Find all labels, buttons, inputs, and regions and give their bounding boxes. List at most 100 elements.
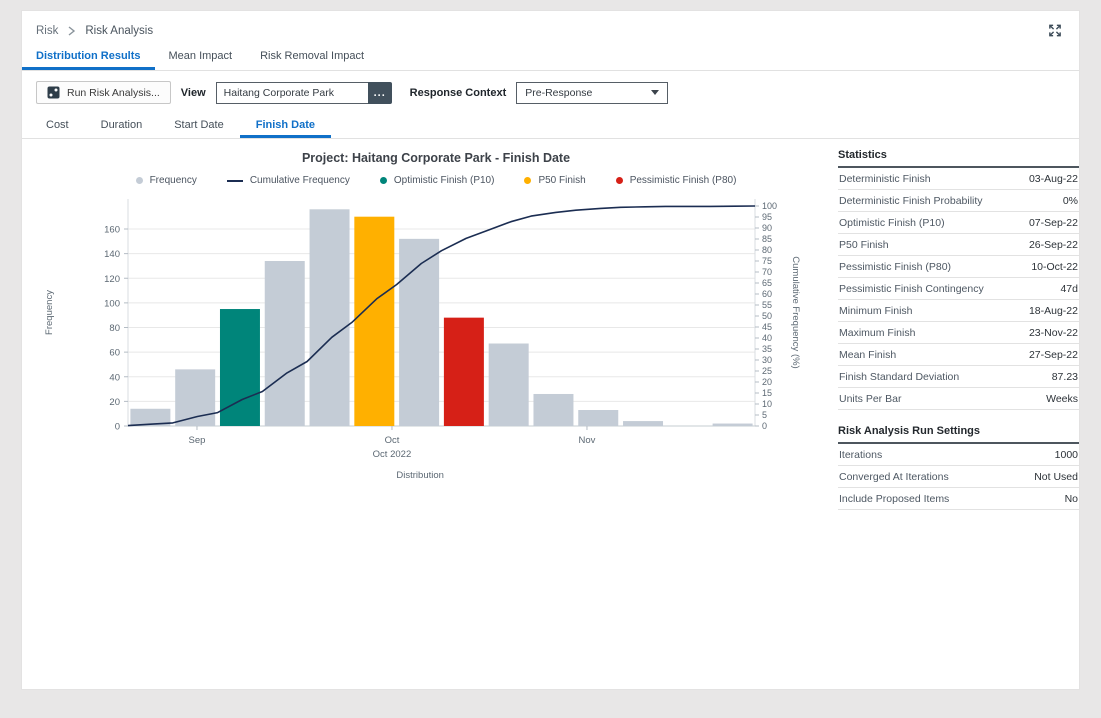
- tab-mean-impact[interactable]: Mean Impact: [168, 50, 233, 62]
- legend-label: Frequency: [149, 175, 197, 186]
- svg-text:Frequency: Frequency: [44, 290, 55, 335]
- stat-value: 10-Oct-22: [1031, 260, 1078, 273]
- stat-value: 03-Aug-22: [1028, 172, 1078, 185]
- svg-text:95: 95: [762, 212, 772, 222]
- legend-label: Pessimistic Finish (P80): [629, 175, 737, 186]
- setting-row-iterations: Iterations 1000: [838, 444, 1079, 466]
- subtab-start-date[interactable]: Start Date: [174, 119, 224, 131]
- tab-distribution-results[interactable]: Distribution Results: [22, 44, 155, 70]
- legend-item-cumulative-frequency: Cumulative Frequency: [226, 175, 350, 186]
- histogram-bar-0: [130, 408, 171, 426]
- stat-label: Pessimistic Finish (P80): [839, 260, 952, 273]
- stat-value: 47d: [1060, 282, 1078, 295]
- tab-risk-removal-impact[interactable]: Risk Removal Impact: [260, 50, 365, 62]
- svg-text:85: 85: [762, 234, 772, 244]
- legend-dot-marker: [615, 177, 623, 184]
- svg-text:30: 30: [762, 355, 772, 365]
- view-input[interactable]: [215, 81, 368, 104]
- legend-dot-marker: [135, 177, 143, 184]
- chart-area: Project: Haitang Corporate Park - Finish…: [40, 149, 832, 510]
- distribution-histogram-chart: 0204060801001201401600510152025303540455…: [44, 199, 801, 481]
- svg-text:75: 75: [762, 256, 772, 266]
- view-browse-button[interactable]: ...: [367, 81, 392, 104]
- toolbar: Run Risk Analysis... View ... Response C…: [22, 71, 1079, 110]
- run-analysis-icon: [47, 86, 60, 99]
- breadcrumb-risk-analysis: Risk Analysis: [85, 24, 154, 37]
- svg-text:65: 65: [762, 278, 772, 288]
- stat-label: Mean Finish: [839, 348, 897, 361]
- stat-label: Include Proposed Items: [839, 492, 950, 505]
- stat-value: Not Used: [1034, 470, 1078, 483]
- stat-row-units-per-bar: Units Per Bar Weeks: [838, 388, 1079, 410]
- app-window: Risk Risk Analysis Distribution Results M…: [21, 10, 1080, 690]
- stat-row-mean-finish: Mean Finish 27-Sep-22: [838, 344, 1079, 366]
- histogram-bar-7: [443, 317, 484, 426]
- stat-value: 27-Sep-22: [1028, 348, 1078, 361]
- svg-text:90: 90: [762, 223, 772, 233]
- svg-text:40: 40: [762, 333, 772, 343]
- svg-text:100: 100: [104, 298, 120, 309]
- stat-row-optimistic-finish-p10: Optimistic Finish (P10) 07-Sep-22: [838, 212, 1079, 234]
- response-context-select[interactable]: Pre-Response: [516, 81, 669, 104]
- run-settings-table: Iterations 1000 Converged At Iterations Not…: [838, 444, 1079, 510]
- stat-value: 23-Nov-22: [1028, 326, 1078, 339]
- stat-row-pessimistic-finish-contingency: Pessimistic Finish Contingency 47d: [838, 278, 1079, 300]
- cumulative-frequency-line: [127, 205, 756, 427]
- svg-text:140: 140: [104, 249, 120, 260]
- main-tabs: Distribution Results Mean Impact Risk Remo…: [22, 44, 1079, 71]
- legend-item-optimistic-finish-p10: Optimistic Finish (P10): [379, 175, 495, 186]
- svg-text:Cumulative Frequency (%): Cumulative Frequency (%): [790, 256, 801, 368]
- svg-text:60: 60: [762, 289, 772, 299]
- run-risk-analysis-button[interactable]: Run Risk Analysis...: [36, 81, 171, 104]
- stat-label: Iterations: [839, 448, 883, 461]
- stat-row-deterministic-finish: Deterministic Finish 03-Aug-22: [838, 168, 1079, 190]
- maximize-icon[interactable]: [1047, 23, 1063, 38]
- statistics-header: Statistics: [838, 149, 1079, 168]
- subtab-finish-date[interactable]: Finish Date: [240, 114, 331, 138]
- svg-text:20: 20: [762, 377, 772, 387]
- svg-text:60: 60: [109, 348, 120, 359]
- stat-row-pessimistic-finish-p80: Pessimistic Finish (P80) 10-Oct-22: [838, 256, 1079, 278]
- histogram-bar-5: [354, 216, 395, 426]
- legend-label: P50 Finish: [538, 175, 586, 186]
- svg-text:160: 160: [104, 225, 120, 236]
- svg-text:10: 10: [762, 399, 772, 409]
- stat-row-finish-standard-deviation: Finish Standard Deviation 87.23: [838, 366, 1079, 388]
- stat-row-deterministic-finish-probability: Deterministic Finish Probability 0%: [838, 190, 1079, 212]
- stat-label: Deterministic Finish: [839, 172, 931, 185]
- legend-label: Optimistic Finish (P10): [393, 175, 495, 186]
- stat-label: Maximum Finish: [839, 326, 916, 339]
- stat-value: 18-Aug-22: [1028, 304, 1078, 317]
- main-content: Project: Haitang Corporate Park - Finish…: [22, 149, 1079, 510]
- svg-text:80: 80: [109, 323, 120, 334]
- svg-text:80: 80: [762, 245, 772, 255]
- stat-value: 26-Sep-22: [1028, 238, 1078, 251]
- stat-value: 0%: [1062, 194, 1078, 207]
- histogram-bar-2: [219, 309, 260, 426]
- svg-text:70: 70: [762, 267, 772, 277]
- stat-row-maximum-finish: Maximum Finish 23-Nov-22: [838, 322, 1079, 344]
- histogram-bar-10: [578, 409, 619, 426]
- legend-item-pessimistic-finish-p80: Pessimistic Finish (P80): [615, 175, 737, 186]
- svg-text:15: 15: [762, 388, 772, 398]
- histogram-bar-3: [264, 261, 305, 426]
- subtab-cost[interactable]: Cost: [46, 119, 69, 131]
- chart-title: Project: Haitang Corporate Park - Finish…: [301, 151, 571, 165]
- legend-label: Cumulative Frequency: [249, 175, 350, 186]
- svg-text:50: 50: [762, 311, 772, 321]
- breadcrumb-risk[interactable]: Risk: [36, 24, 59, 37]
- response-context-value: Pre-Response: [525, 86, 593, 99]
- stat-label: P50 Finish: [839, 238, 889, 251]
- run-button-label: Run Risk Analysis...: [67, 86, 160, 99]
- histogram-bar-11: [623, 421, 664, 426]
- stat-value: Weeks: [1046, 392, 1078, 405]
- svg-text:55: 55: [762, 300, 772, 310]
- distribution-subtabs: Cost Duration Start Date Finish Date: [22, 114, 1079, 139]
- histogram-bar-4: [309, 209, 350, 426]
- svg-text:Distribution: Distribution: [396, 470, 444, 481]
- chevron-right-icon: [67, 25, 76, 36]
- subtab-duration[interactable]: Duration: [100, 119, 143, 131]
- svg-text:Nov: Nov: [579, 435, 596, 446]
- stat-value: 87.23: [1051, 370, 1078, 383]
- stat-value: 1000: [1054, 448, 1078, 461]
